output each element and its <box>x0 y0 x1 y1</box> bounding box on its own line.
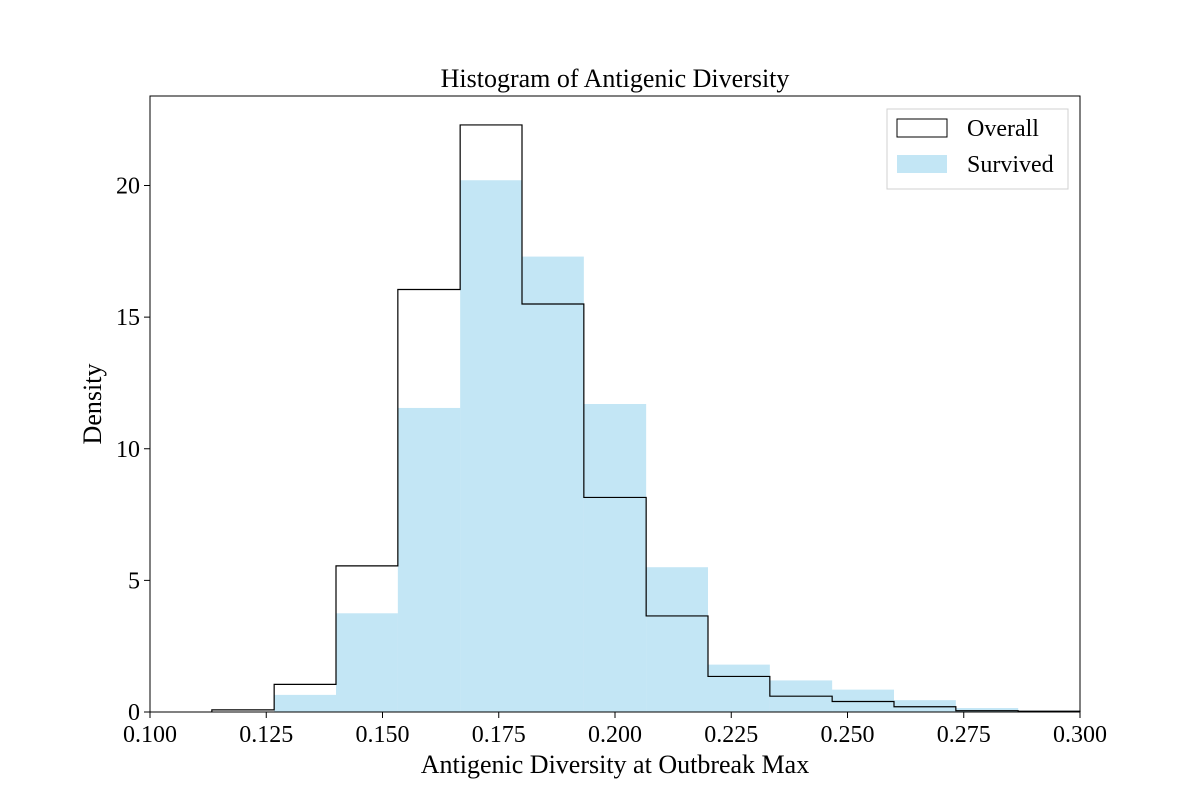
x-tick-label: 0.100 <box>123 722 177 748</box>
survived-bar <box>832 689 894 712</box>
survived-bars <box>274 180 1080 712</box>
y-axis-label: Density <box>78 364 107 445</box>
x-tick-label: 0.150 <box>356 722 410 748</box>
x-tick-label: 0.250 <box>821 722 875 748</box>
x-axis-label: Antigenic Diversity at Outbreak Max <box>421 750 809 779</box>
legend: Overall Survived <box>886 108 1069 190</box>
survived-bar <box>955 708 1019 712</box>
legend-label-overall: Overall <box>967 116 1039 142</box>
y-axis-ticks: 0 5 10 15 20 <box>116 174 150 726</box>
x-tick-label: 0.275 <box>937 722 991 748</box>
x-tick-label: 0.225 <box>704 722 758 748</box>
survived-bar <box>708 664 770 712</box>
x-tick-label: 0.200 <box>588 722 642 748</box>
overall-steps <box>211 124 1081 712</box>
x-axis-ticks: 0.100 0.125 0.150 0.175 0.200 0.225 0.250 0.275… <box>123 712 1107 748</box>
survived-bar <box>646 567 708 712</box>
legend-label-survived: Survived <box>967 152 1054 178</box>
legend-swatch-survived <box>897 155 947 173</box>
survived-bar <box>397 407 461 712</box>
chart-title: Histogram of Antigenic Diversity <box>441 64 790 93</box>
legend-box <box>886 108 1069 190</box>
survived-bar <box>522 256 584 712</box>
overall-step-line <box>211 124 1081 712</box>
y-tick-label: 20 <box>116 174 140 200</box>
survived-bar <box>583 404 647 712</box>
x-tick-label: 0.175 <box>472 722 526 748</box>
y-tick-label: 10 <box>116 437 140 463</box>
x-tick-label: 0.300 <box>1053 722 1107 748</box>
survived-bar <box>894 700 956 712</box>
y-tick-label: 15 <box>116 305 140 331</box>
survived-bar <box>460 180 522 712</box>
x-tick-label: 0.125 <box>239 722 293 748</box>
y-tick-label: 5 <box>128 568 140 594</box>
legend-swatch-overall <box>896 118 948 138</box>
y-tick-label: 0 <box>128 700 140 726</box>
survived-bar <box>336 613 398 712</box>
survived-bar <box>274 694 336 712</box>
